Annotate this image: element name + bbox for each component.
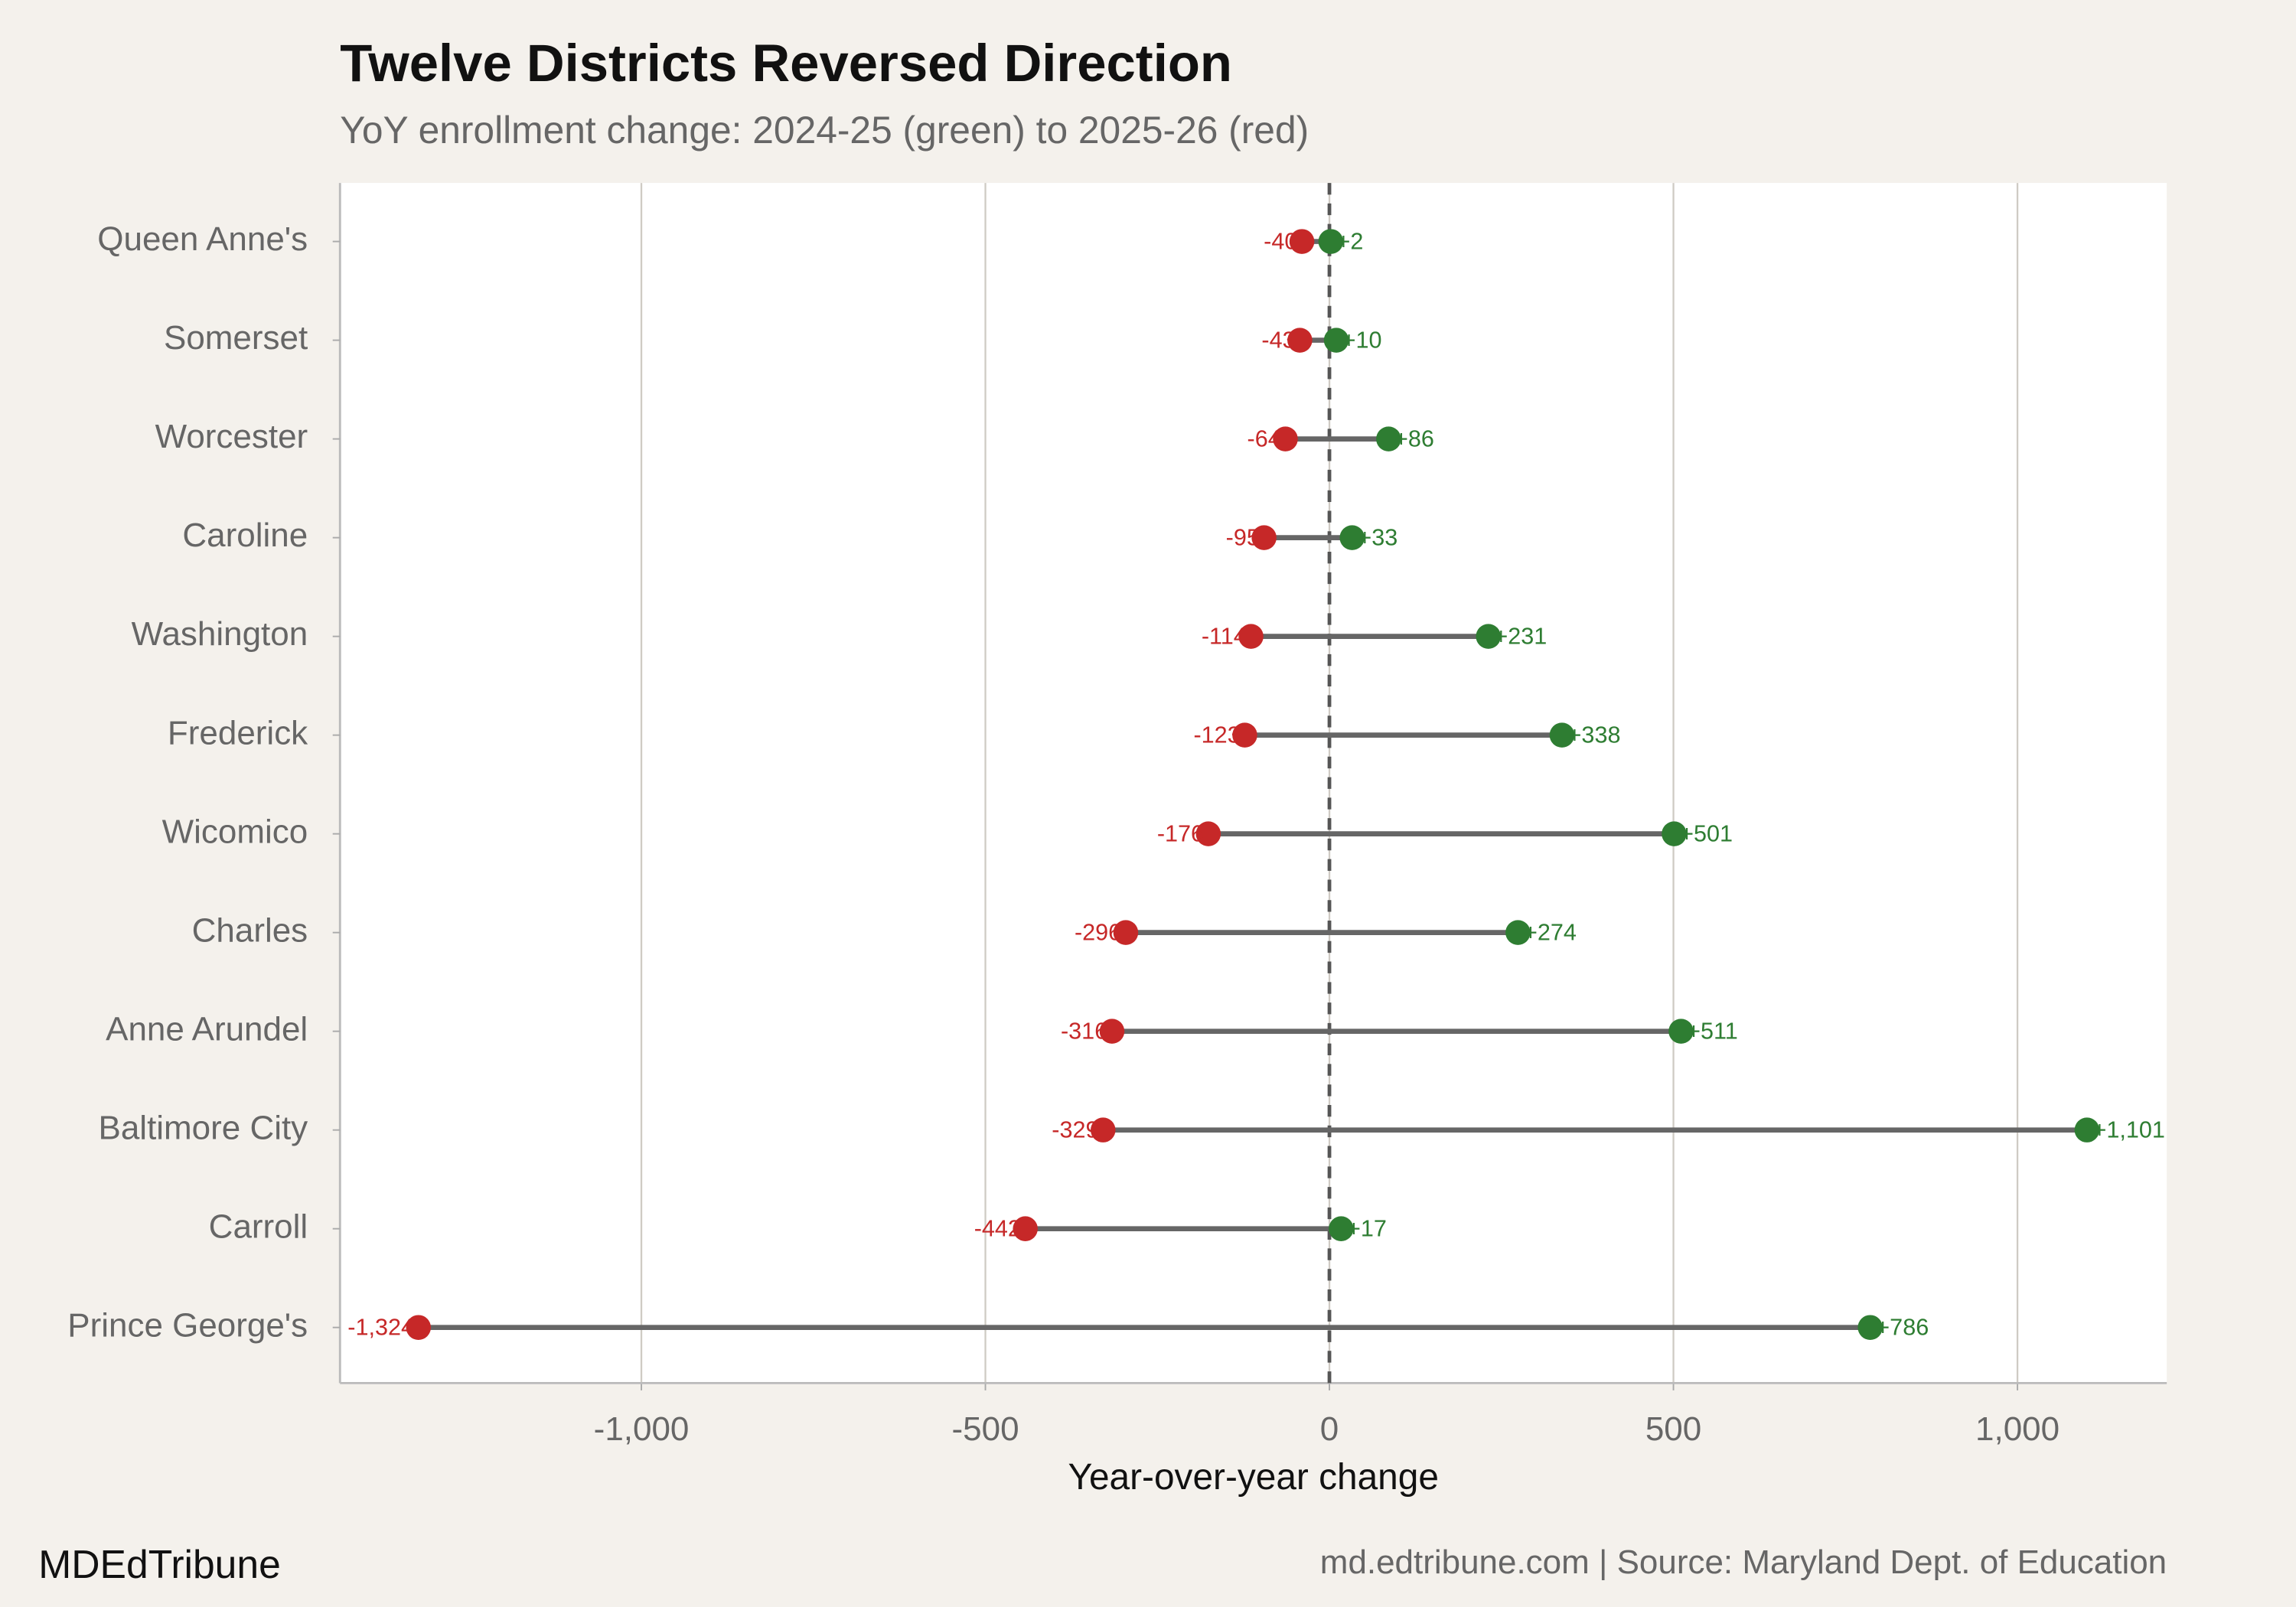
dot-green	[1323, 328, 1349, 353]
y-tick-label: Washington	[132, 615, 308, 653]
dot-green	[1318, 229, 1344, 254]
value-label: +1,101	[2093, 1117, 2165, 1143]
dot-green	[1662, 821, 1687, 846]
x-tick-label: -500	[952, 1410, 1019, 1448]
dot-green	[1329, 1216, 1354, 1241]
dot-red	[1273, 426, 1298, 451]
value-label: -43	[1261, 328, 1295, 354]
y-tick-label: Baltimore City	[99, 1109, 308, 1146]
value-label: -40	[1264, 229, 1297, 255]
value-label: +33	[1358, 525, 1397, 551]
value-label: -316	[1061, 1019, 1107, 1045]
dot-red	[1099, 1019, 1125, 1044]
brand: MDEdTribune	[38, 1542, 281, 1586]
dot-red	[1287, 328, 1313, 353]
y-tick-label: Charles	[192, 911, 308, 949]
x-tick-label: -1,000	[594, 1410, 690, 1448]
value-label: +17	[1347, 1216, 1387, 1242]
dot-red	[1013, 1216, 1038, 1241]
value-label: +10	[1342, 328, 1382, 354]
chart-subtitle: YoY enrollment change: 2024-25 (green) t…	[340, 109, 1309, 152]
dot-green	[1376, 426, 1401, 451]
value-label: -123	[1193, 722, 1240, 748]
x-axis-label: Year-over-year change	[1068, 1457, 1438, 1498]
y-tick-label: Prince George's	[67, 1306, 308, 1344]
value-label: +2	[1336, 229, 1363, 255]
value-label: -64	[1247, 426, 1281, 452]
dot-red	[1195, 821, 1221, 846]
value-label: -95	[1226, 525, 1260, 551]
dot-green	[1339, 525, 1365, 550]
plot-panel	[340, 183, 2167, 1384]
y-tick-label: Somerset	[164, 319, 308, 357]
y-tick-label: Carroll	[209, 1208, 308, 1245]
source: md.edtribune.com | Source: Maryland Dept…	[1320, 1543, 2167, 1581]
dot-green	[1505, 920, 1531, 945]
dot-red	[406, 1315, 432, 1340]
dot-red	[1251, 525, 1277, 550]
value-label: -296	[1075, 920, 1121, 946]
value-label: -442	[974, 1216, 1021, 1242]
chart-title: Twelve Districts Reversed Direction	[340, 34, 1232, 93]
x-tick-label: 1,000	[1975, 1410, 2060, 1448]
y-tick-label: Anne Arundel	[106, 1010, 308, 1048]
dot-green	[1476, 624, 1501, 649]
value-label: +786	[1876, 1315, 1929, 1341]
y-tick-label: Frederick	[168, 714, 308, 751]
y-tick-label: Worcester	[155, 418, 308, 455]
dot-red	[1113, 920, 1139, 945]
dot-red	[1232, 722, 1257, 748]
x-tick-label: 0	[1320, 1410, 1339, 1448]
y-tick-label: Caroline	[182, 517, 308, 554]
value-label: +338	[1568, 722, 1621, 748]
value-label: +231	[1494, 624, 1547, 650]
value-label: -176	[1157, 821, 1204, 847]
value-label: +274	[1524, 920, 1577, 946]
dot-red	[1289, 229, 1315, 254]
dot-green	[1857, 1315, 1883, 1340]
dot-red	[1091, 1117, 1116, 1143]
y-tick-label: Queen Anne's	[97, 220, 308, 258]
value-label: +86	[1394, 426, 1434, 452]
value-label: +511	[1687, 1019, 1738, 1045]
dot-green	[1549, 722, 1575, 748]
value-label: -1,324	[347, 1315, 414, 1341]
value-label: -114	[1202, 624, 1247, 650]
x-tick-label: 500	[1645, 1410, 1701, 1448]
y-tick-label: Wicomico	[162, 813, 308, 850]
dot-green	[1668, 1019, 1694, 1044]
value-label: -329	[1052, 1117, 1098, 1143]
dot-red	[1238, 624, 1264, 649]
value-label: +501	[1680, 821, 1733, 847]
dot-green	[2074, 1117, 2100, 1143]
